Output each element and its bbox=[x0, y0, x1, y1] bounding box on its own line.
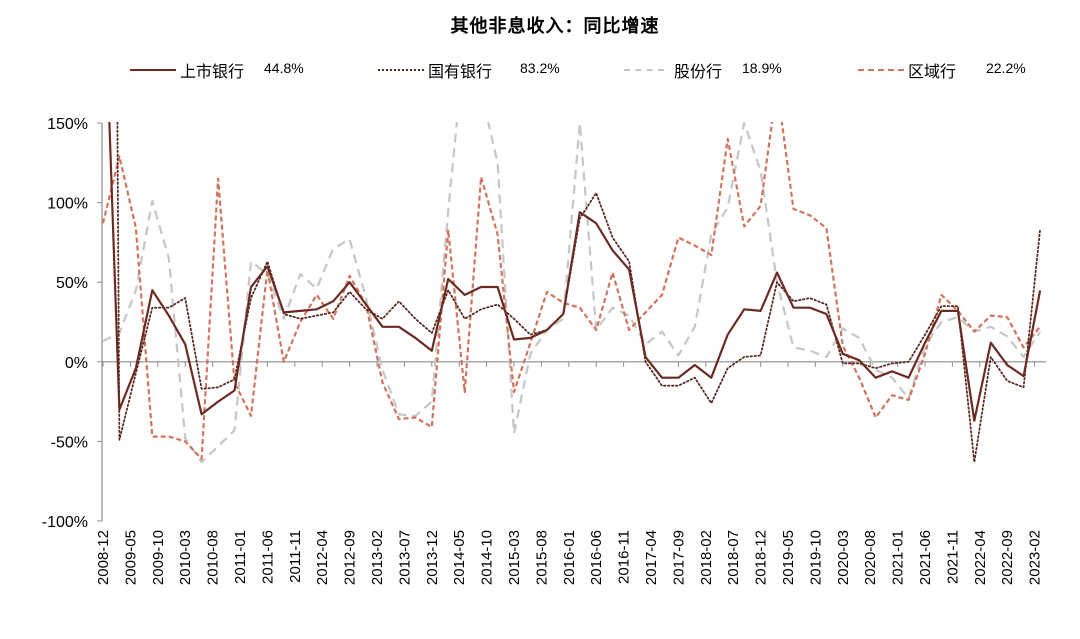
chart-title: 其他非息收入：同比增速 bbox=[450, 16, 660, 37]
legend-value: 18.9% bbox=[742, 60, 782, 76]
legend-value: 83.2% bbox=[520, 60, 560, 76]
x-tick-label: 2022-09 bbox=[999, 530, 1016, 585]
x-tick-label: 2016-11 bbox=[616, 530, 633, 584]
x-tick-label: 2022-04 bbox=[972, 530, 989, 585]
x-tick-label: 2015-08 bbox=[533, 530, 550, 585]
legend-item-regional-banks: 区域行 22.2% bbox=[858, 58, 1026, 82]
x-tick-label: 2017-09 bbox=[670, 530, 687, 585]
y-axis: 150% 100% 50% 0% -50% -100% bbox=[42, 116, 103, 531]
x-tick-label: 2019-05 bbox=[780, 530, 797, 585]
x-tick-label: 2014-05 bbox=[451, 530, 468, 585]
y-tick-label: 150% bbox=[47, 116, 88, 133]
x-tick-label: 2016-01 bbox=[561, 530, 578, 585]
x-tick-label: 2017-04 bbox=[643, 530, 660, 585]
x-tick-label: 2013-07 bbox=[396, 530, 413, 585]
x-tick-label: 2010-08 bbox=[205, 530, 222, 585]
legend-label: 区域行 bbox=[908, 62, 957, 81]
x-tick-label: 2013-02 bbox=[369, 530, 386, 585]
series-line-solid bbox=[108, 122, 1042, 422]
legend-item-listed-banks: 上市银行 44.8% bbox=[130, 58, 304, 82]
x-tick-label: 2008-12 bbox=[95, 530, 112, 585]
x-tick-label: 2016-06 bbox=[588, 530, 605, 585]
x-tick-label: 2018-07 bbox=[725, 530, 742, 585]
x-tick-label: 2011-11 bbox=[287, 530, 304, 583]
x-tick-label: 2015-03 bbox=[506, 530, 523, 585]
x-axis: 2008-12 2009-05 2009-10 2010-03 2010-08 2011-… bbox=[95, 361, 1046, 585]
legend-value: 44.8% bbox=[264, 60, 304, 76]
series-line-short-dash bbox=[101, 122, 1041, 460]
legend-label: 股份行 bbox=[674, 62, 723, 81]
x-tick-label: 2013-12 bbox=[424, 530, 441, 585]
legend-long-dash-line-icon bbox=[624, 69, 664, 71]
x-tick-label: 2011-06 bbox=[259, 530, 276, 584]
x-tick-label: 2012-04 bbox=[314, 530, 331, 585]
x-tick-label: 2011-01 bbox=[232, 530, 249, 584]
legend-item-state-owned-banks: 国有银行 83.2% bbox=[378, 58, 560, 82]
legend-label: 上市银行 bbox=[180, 62, 245, 81]
legend-solid-line-icon bbox=[130, 69, 176, 71]
x-tick-label: 2020-03 bbox=[835, 530, 852, 585]
x-tick-label: 2009-05 bbox=[122, 530, 139, 585]
legend-short-dash-line-icon bbox=[858, 69, 904, 71]
x-tick-label: 2023-02 bbox=[1027, 530, 1044, 585]
y-tick-label: -100% bbox=[42, 514, 88, 531]
x-tick-label: 2018-02 bbox=[698, 530, 715, 585]
x-tick-label: 2019-10 bbox=[807, 530, 824, 585]
y-tick-label: 50% bbox=[56, 275, 88, 292]
legend-label: 国有银行 bbox=[428, 62, 493, 81]
x-tick-label: 2020-08 bbox=[862, 530, 879, 585]
y-tick-label: 100% bbox=[47, 196, 88, 213]
x-tick-label: 2014-10 bbox=[479, 530, 496, 585]
y-tick-label: 0% bbox=[65, 355, 88, 372]
legend-value: 22.2% bbox=[986, 60, 1026, 76]
x-tick-label: 2009-10 bbox=[150, 530, 167, 585]
legend-item-joint-stock-banks: 股份行 18.9% bbox=[624, 58, 782, 82]
legend-dotted-line-icon bbox=[378, 69, 424, 71]
x-tick-label: 2010-03 bbox=[177, 530, 194, 585]
x-tick-label: 2012-09 bbox=[342, 530, 359, 585]
plot-area bbox=[101, 122, 1042, 464]
x-tick-label: 2021-11 bbox=[944, 530, 961, 584]
x-tick-label: 2018-12 bbox=[753, 530, 770, 585]
y-tick-label: -50% bbox=[51, 434, 88, 451]
x-tick-label: 2021-06 bbox=[917, 530, 934, 585]
x-tick-label: 2021-01 bbox=[890, 530, 907, 585]
